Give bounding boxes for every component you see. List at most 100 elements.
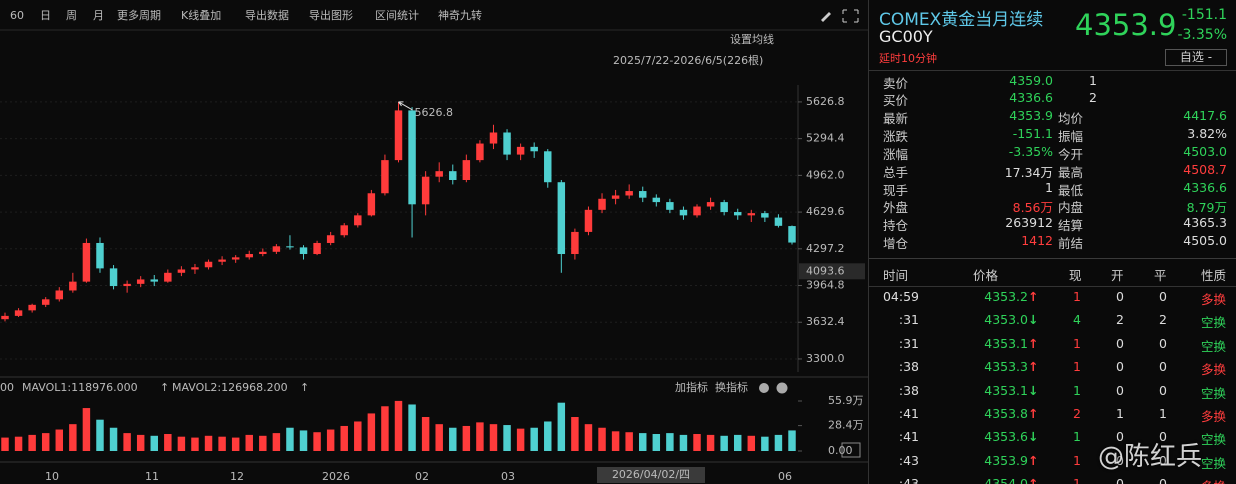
trade-open: 0 [1116,476,1124,484]
trade-open: 1 [1116,406,1124,421]
trade-direction: ↑ [1028,476,1039,484]
quote-value: 4336.6 [1009,90,1053,105]
toolbar-icons[interactable] [821,9,859,23]
change-pct: -3.35% [1177,27,1227,43]
toolbar-item[interactable]: 更多周期 [117,8,161,22]
trade-price: 4353.0 [984,312,1028,328]
trade-close: 0 [1159,429,1167,445]
watchlist-button[interactable]: 自选 - [1165,49,1227,66]
candle-body [408,110,416,205]
trade-header: 价格 [973,268,999,283]
settings-icon[interactable] [759,383,769,393]
quote-label: 买价 [883,93,909,108]
candle-body [571,231,579,255]
quote-label: 均价 [1058,111,1084,126]
toolbar-item[interactable]: 周 [66,9,77,22]
toolbar-item[interactable]: 导出图形 [309,8,353,22]
quote-label: 振幅 [1058,129,1084,144]
x-tick-label: 11 [145,470,159,483]
trade-direction: ↑ [1028,406,1039,421]
trade-nature: 多换 [1201,409,1227,424]
close-icon[interactable] [776,382,788,394]
trade-header: 开 [1111,268,1124,283]
indicator-button[interactable]: 换指标 [715,380,748,394]
trade-price: 4353.8 [984,406,1028,421]
toolbar-item[interactable]: 月 [93,9,104,22]
volume-bar [245,434,253,451]
ma-settings[interactable]: 设置均线 [730,32,774,46]
max-arrow [398,101,413,111]
volume-bar [96,419,104,451]
trade-direction: ↑ [1028,452,1039,468]
y-tick-label: 3300.0 [806,352,845,365]
trade-close: 0 [1159,335,1167,351]
trade-time: :41 [898,406,919,421]
candle-body [489,132,498,144]
candle-body [774,217,783,226]
candle-body [164,272,172,282]
volume-bar [272,433,281,451]
volume-bar [164,434,172,451]
candle-body [367,193,376,216]
quote-value: 263912 [1005,215,1053,230]
candle-body [639,191,647,198]
volume-bar [123,433,131,451]
candle-body [516,146,525,155]
trade-close: 0 [1159,382,1167,398]
toolbar-item[interactable]: 神奇九转 [438,8,482,22]
candle-body [82,242,91,282]
trade-volume: 1 [1073,289,1081,304]
candle-body [476,143,484,161]
trade-open: 0 [1116,429,1124,445]
trade-open: 2 [1116,312,1124,328]
candle-body [191,267,199,270]
volume-bar [14,436,23,451]
trade-price: 4354.0 [984,476,1028,484]
toolbar-item[interactable]: 日 [40,9,51,22]
candle-body [136,279,145,284]
kline-chart: 设置均线 2025/7/22-2026/6/5(226根) 60 日 周 月更多周期 K… [0,0,868,484]
trade-time: :43 [898,476,919,484]
candle-body [177,269,186,273]
trade-header: 现 [1069,268,1082,283]
toolbar-item[interactable]: K线叠加 [181,8,221,22]
crosshair-date-box [597,467,705,483]
watermark: @陈红兵 [1098,442,1203,472]
toolbar-item[interactable]: 60 [10,9,24,22]
volume-bar [449,427,457,451]
candle-body [28,304,36,311]
volume-bar [611,431,620,451]
scroll-button[interactable] [841,442,861,458]
quote-value: 4359.0 [1009,73,1053,88]
volume-bar [109,427,118,451]
candle-body [286,246,294,248]
toolbar-item[interactable]: 区间统计 [375,9,419,22]
trade-close: 1 [1159,406,1167,421]
last-price: 4353.9 [1075,8,1177,42]
v-tick-label: 55.9万 [828,394,864,407]
volume-bar [516,428,525,451]
volume-bar [571,417,579,451]
quote-label: 增仓 [883,236,909,251]
quote-value: 4503.0 [1183,144,1227,159]
quote-label: 总手 [883,165,909,180]
candle-body [394,110,403,161]
volume-bar [598,427,606,451]
change: -151.1 [1181,7,1227,23]
candle-body [625,191,633,196]
candle-body [584,209,593,232]
x-tick-label: 2026 [322,470,350,483]
toolbar-item[interactable]: 导出数据 [245,8,289,22]
candle-body [706,202,715,207]
indicator-label: MAVOL2:126968.200 [172,381,288,394]
trade-open: 0 [1116,359,1124,375]
quote-label: 最新 [883,111,909,126]
trade-price: 4353.9 [984,452,1028,468]
indicator-button[interactable]: 加指标 [675,380,708,394]
trade-close: 0 [1159,289,1167,304]
candle-body [313,242,321,255]
trade-direction: ↓ [1028,382,1039,398]
quote-label: 今开 [1058,147,1084,162]
candle-body [679,209,688,216]
trade-header: 时间 [883,268,909,283]
